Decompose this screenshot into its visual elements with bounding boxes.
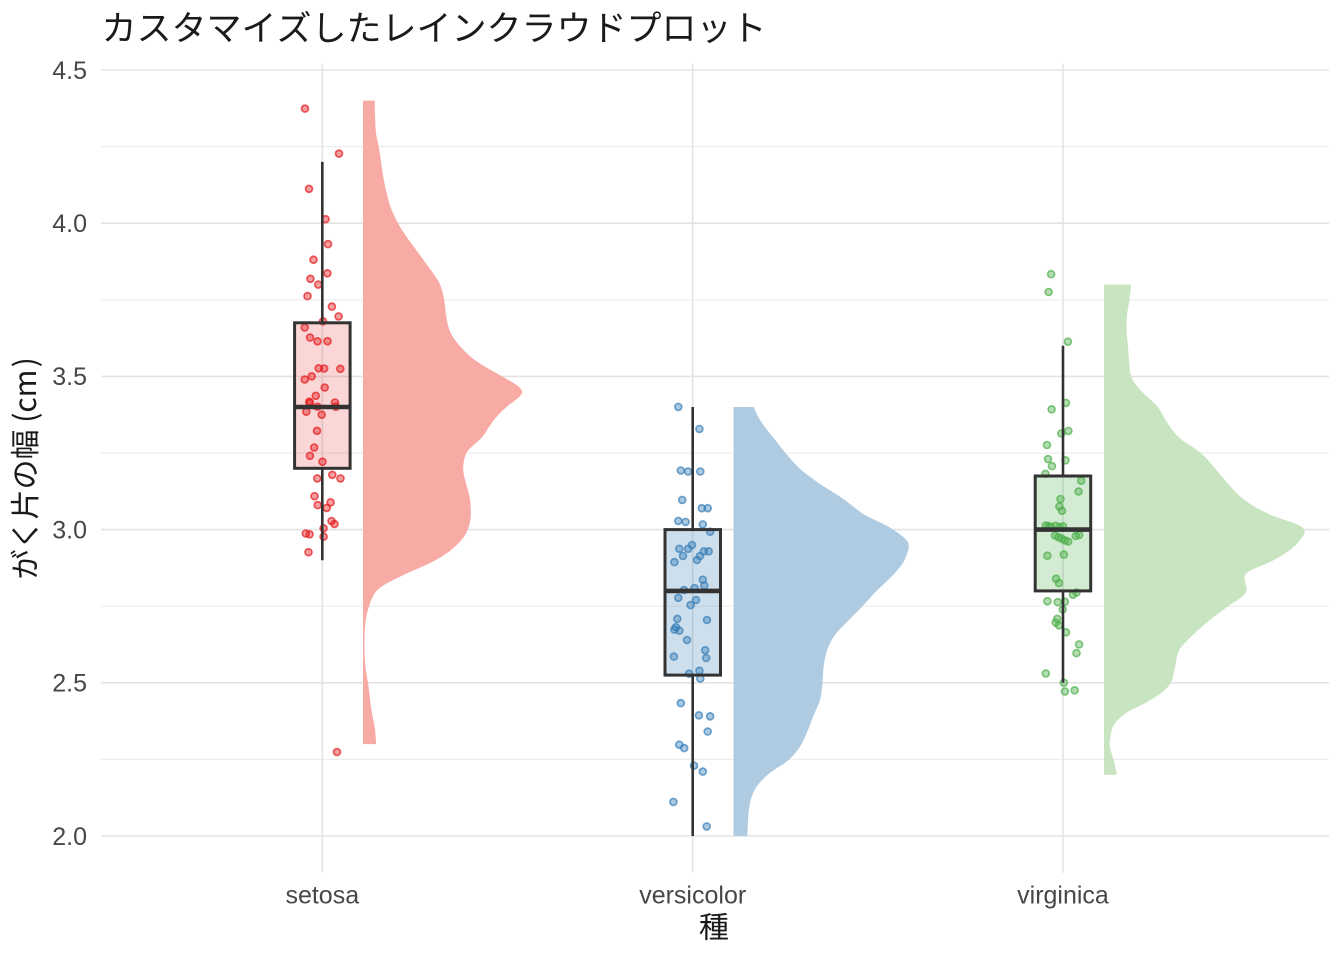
svg-text:4.5: 4.5 <box>52 57 87 85</box>
svg-text:versicolor: versicolor <box>639 882 746 910</box>
svg-text:virginica: virginica <box>1017 882 1109 910</box>
svg-text:2.0: 2.0 <box>52 823 87 851</box>
svg-text:setosa: setosa <box>285 882 359 910</box>
svg-text:2.5: 2.5 <box>52 670 87 698</box>
svg-text:3.5: 3.5 <box>52 363 87 391</box>
svg-text:4.0: 4.0 <box>52 210 87 238</box>
svg-text:3.0: 3.0 <box>52 516 87 544</box>
